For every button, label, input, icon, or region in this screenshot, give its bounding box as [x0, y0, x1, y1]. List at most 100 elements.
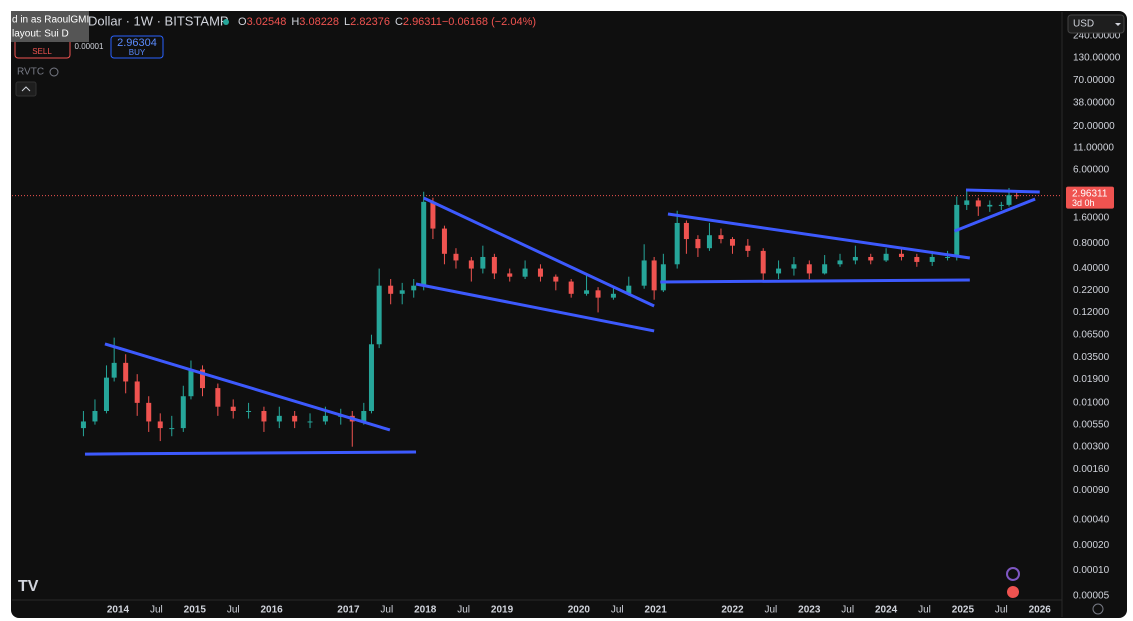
y-tick-label: 6.00000 [1073, 165, 1110, 176]
candle-body [292, 415, 298, 422]
y-tick-label: 0.22000 [1073, 285, 1110, 296]
trendline [104, 342, 391, 432]
candle-body [822, 264, 828, 274]
ohlc-legend: O3.02548 H3.08228 L2.82376 C2.96311−0.06168… [238, 16, 536, 28]
candle-body [660, 264, 666, 291]
tooltip-line: d in as RaoulGMI [12, 15, 89, 26]
candle-body [987, 204, 993, 207]
candle-body [584, 290, 590, 294]
candle-body [806, 264, 812, 274]
settings-icon[interactable] [1092, 603, 1104, 615]
y-tick-label: 0.06500 [1073, 329, 1110, 340]
y-tick-label: 38.00000 [1073, 97, 1115, 108]
currency-dropdown[interactable] [1067, 14, 1125, 34]
x-tick-label: Jul [150, 605, 163, 616]
candle-body [411, 285, 417, 291]
x-tick-label: 2014 [107, 605, 130, 616]
x-tick-label: Jul [457, 605, 470, 616]
y-tick-label: 11.00000 [1073, 143, 1114, 154]
tooltip [11, 11, 89, 42]
candle-body [430, 201, 436, 229]
candle-body [491, 256, 497, 274]
x-tick-label: 2025 [952, 605, 975, 616]
ohlc-key: H [291, 16, 299, 28]
y-tick-label: 0.40000 [1073, 263, 1110, 274]
candle-body [180, 396, 186, 429]
candle-body [964, 200, 970, 205]
candle-body [553, 276, 559, 282]
candle-body [388, 285, 394, 294]
x-tick-label: Jul [918, 605, 931, 616]
y-tick-label: 0.00020 [1073, 540, 1110, 551]
x-tick-label: Jul [380, 605, 393, 616]
candle-body [322, 415, 328, 422]
candle-body [1014, 195, 1020, 197]
candle-body [522, 268, 528, 277]
candle-body [695, 239, 701, 249]
candle-body [1006, 195, 1012, 205]
candle-body [215, 388, 221, 407]
candle-body [651, 260, 657, 291]
candle-body [595, 290, 601, 298]
ohlc-value: 2.82376 [350, 16, 390, 28]
candle-body [92, 410, 98, 422]
trendline [667, 212, 971, 260]
candle-body [852, 256, 858, 261]
y-tick-label: 1.60000 [1073, 213, 1110, 224]
x-tick-label: 2016 [260, 605, 283, 616]
ohlc-value: −0.06168 (−2.04%) [442, 16, 536, 28]
candle-body [103, 377, 109, 411]
collapse-icon [21, 86, 31, 92]
candle-body [706, 235, 712, 249]
x-tick-label: Jul [227, 605, 240, 616]
buy-price: 2.96304 [117, 37, 157, 49]
x-tick-label: 2026 [1029, 605, 1052, 616]
buy-button[interactable] [110, 35, 164, 59]
candle-body [568, 281, 574, 294]
candle-body [537, 268, 543, 277]
x-tick-label: 2015 [184, 605, 207, 616]
candle-body [626, 285, 632, 294]
indicator: RVTC [17, 67, 44, 78]
candle-body [134, 381, 140, 403]
x-tick-label: 2019 [491, 605, 514, 616]
x-tick-label: 2021 [645, 605, 668, 616]
y-tick-label: 0.80000 [1073, 238, 1110, 249]
price-label-box [1066, 186, 1114, 209]
flag-icon [1007, 586, 1019, 598]
y-tick-label: 0.00040 [1073, 515, 1110, 526]
y-tick-label: 20.00000 [1073, 121, 1115, 132]
candle-body [929, 256, 935, 262]
candle-body [441, 228, 447, 254]
y-tick-label: 240.00000 [1073, 30, 1121, 41]
visibility-icon[interactable] [49, 67, 59, 77]
ohlc-key: O [238, 16, 247, 28]
candle-body [123, 362, 129, 382]
x-tick-label: 2018 [414, 605, 437, 616]
candle-body [146, 402, 152, 422]
candle-body [975, 200, 981, 207]
event-icon [1006, 567, 1020, 581]
trendline [965, 188, 1040, 194]
currency: USD [1073, 19, 1094, 30]
y-tick-label: 70.00000 [1073, 75, 1115, 86]
candle-body [898, 253, 904, 257]
ohlc-key: L [344, 16, 350, 28]
candle-body [246, 410, 252, 412]
candle-body [111, 362, 117, 378]
candle-body [837, 260, 843, 265]
plot-area [12, 187, 1062, 456]
candle-body [507, 273, 513, 277]
trendline [84, 450, 417, 456]
collapse-button[interactable] [15, 81, 37, 97]
candle-body [276, 415, 282, 422]
x-tick-label: Jul [764, 605, 777, 616]
candle-body [376, 285, 382, 345]
candle-body [261, 410, 267, 422]
spread: 0.00001 [75, 42, 104, 51]
candle-body [80, 421, 86, 429]
symbol: Dollar · 1W · BITSTAMP [88, 13, 229, 28]
y-tick-label: 0.03500 [1073, 352, 1110, 363]
candle-body [776, 268, 782, 274]
candle-body [729, 239, 735, 246]
